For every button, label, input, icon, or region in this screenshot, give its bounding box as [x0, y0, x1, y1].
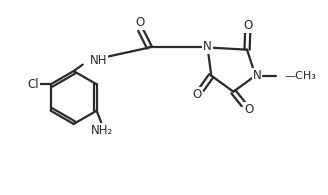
Text: NH: NH	[90, 54, 107, 67]
Text: N: N	[252, 69, 261, 82]
Text: O: O	[244, 103, 253, 116]
Text: O: O	[136, 16, 145, 29]
Text: Cl: Cl	[27, 78, 39, 91]
Text: O: O	[192, 88, 201, 101]
Text: —CH₃: —CH₃	[284, 71, 317, 81]
Text: N: N	[203, 40, 212, 53]
Text: NH₂: NH₂	[91, 124, 113, 136]
Text: O: O	[243, 19, 252, 32]
